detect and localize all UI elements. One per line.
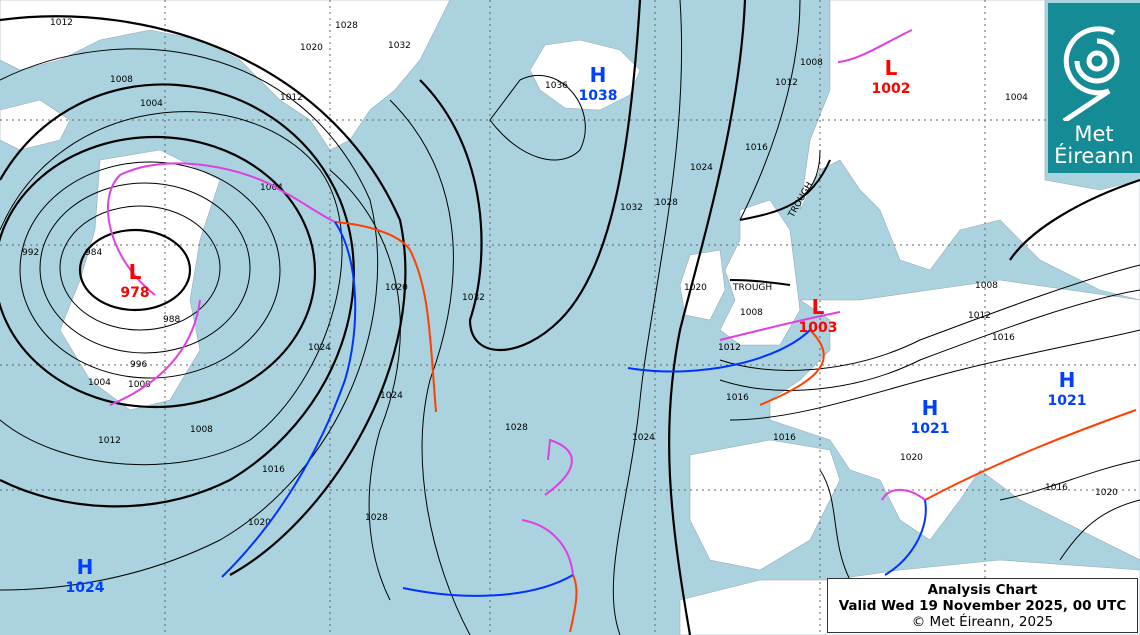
- svg-text:1012: 1012: [98, 436, 121, 446]
- spiral-logo-icon: [1062, 26, 1120, 121]
- svg-text:1008: 1008: [190, 425, 213, 435]
- caption-title: Analysis Chart: [927, 582, 1038, 598]
- svg-text:1020: 1020: [1095, 488, 1118, 498]
- high-centre: H 1021: [911, 396, 950, 437]
- svg-text:1012: 1012: [775, 78, 798, 88]
- svg-text:1024: 1024: [632, 433, 655, 443]
- svg-text:1008: 1008: [975, 281, 998, 291]
- svg-text:1028: 1028: [655, 198, 678, 208]
- iceland: [529, 39, 641, 111]
- svg-text:1032: 1032: [462, 293, 485, 303]
- greenland-south: [0, 99, 71, 151]
- svg-text:996: 996: [130, 360, 147, 370]
- svg-text:1016: 1016: [1045, 483, 1068, 493]
- svg-text:1004: 1004: [260, 183, 283, 193]
- svg-text:1016: 1016: [992, 333, 1015, 343]
- scandinavia: [799, 0, 1140, 301]
- isobar-labels: 1012 1020 1028 1032 1008 1004 1036 1032 …: [22, 18, 1118, 528]
- occluded-front: [719, 311, 841, 341]
- svg-text:1020: 1020: [385, 283, 408, 293]
- occluded-front: [881, 488, 926, 501]
- svg-text:1012: 1012: [718, 343, 741, 353]
- svg-text:1024: 1024: [380, 391, 403, 401]
- svg-text:1028: 1028: [335, 21, 358, 31]
- chart-caption: Analysis Chart Valid Wed 19 November 202…: [827, 578, 1138, 633]
- low-centre: L 1003: [799, 295, 838, 336]
- occluded-front: [521, 519, 574, 576]
- high-centre: H 1021: [1048, 368, 1087, 409]
- svg-text:1016: 1016: [773, 433, 796, 443]
- svg-text:1028: 1028: [505, 423, 528, 433]
- trough-label: TROUGH: [786, 181, 815, 221]
- svg-text:1020: 1020: [900, 453, 923, 463]
- logo-text-eireann: Éireann: [1054, 144, 1134, 168]
- svg-text:1016: 1016: [262, 465, 285, 475]
- svg-text:984: 984: [85, 248, 102, 258]
- svg-text:1000: 1000: [128, 380, 151, 390]
- svg-text:992: 992: [22, 248, 39, 258]
- svg-text:1016: 1016: [745, 143, 768, 153]
- greenland: [0, 0, 451, 151]
- occluded-front: [544, 438, 573, 496]
- svg-text:1020: 1020: [300, 43, 323, 53]
- occluded-front: [106, 162, 336, 296]
- svg-text:1036: 1036: [545, 81, 568, 91]
- svg-text:1032: 1032: [620, 203, 643, 213]
- occluded-front: [109, 299, 201, 406]
- svg-text:1024: 1024: [690, 163, 713, 173]
- warm-front: [569, 574, 578, 633]
- cold-front: [884, 499, 927, 576]
- cold-front: [627, 329, 811, 373]
- british-isles: [719, 199, 801, 346]
- low-centre: L 978: [120, 260, 149, 301]
- weather-fronts: [106, 29, 1137, 633]
- svg-text:1008: 1008: [800, 58, 823, 68]
- warm-front: [924, 409, 1137, 501]
- svg-text:988: 988: [163, 315, 180, 325]
- svg-text:1020: 1020: [684, 283, 707, 293]
- low-centre: L 1002: [872, 56, 911, 97]
- warm-front: [759, 329, 825, 406]
- svg-text:1020: 1020: [248, 518, 271, 528]
- svg-text:1012: 1012: [280, 93, 303, 103]
- svg-text:1004: 1004: [140, 99, 163, 109]
- high-centre: H 1038: [579, 63, 618, 104]
- cold-front: [221, 221, 357, 578]
- iberia: [689, 439, 841, 571]
- ireland: [679, 249, 726, 321]
- trough-line: [729, 279, 791, 286]
- cold-front: [402, 574, 574, 597]
- caption-copyright: © Met Éireann, 2025: [911, 614, 1054, 630]
- pressure-centres: H 1038 L 1002 L 978 L 1003 H 1021 H 1021 H 1024…: [66, 56, 1087, 596]
- svg-text:1024: 1024: [308, 343, 331, 353]
- high-centre: H 1024: [66, 555, 105, 596]
- svg-text:1012: 1012: [50, 18, 73, 28]
- met-eireann-logo: Met Éireann: [1048, 3, 1140, 173]
- trough-label: TROUGH: [732, 283, 772, 293]
- occluded-front: [837, 29, 913, 63]
- svg-text:1032: 1032: [388, 41, 411, 51]
- svg-text:1012: 1012: [968, 311, 991, 321]
- trough-line: [739, 159, 831, 221]
- caption-valid-time: Valid Wed 19 November 2025, 00 UTC: [838, 598, 1127, 614]
- svg-text:1008: 1008: [110, 75, 133, 85]
- logo-text-met: Met: [1074, 122, 1114, 146]
- svg-text:1004: 1004: [88, 378, 111, 388]
- warm-front: [334, 221, 437, 413]
- svg-text:1016: 1016: [726, 393, 749, 403]
- svg-text:1028: 1028: [365, 513, 388, 523]
- svg-text:1004: 1004: [1005, 93, 1028, 103]
- svg-text:1008: 1008: [740, 308, 763, 318]
